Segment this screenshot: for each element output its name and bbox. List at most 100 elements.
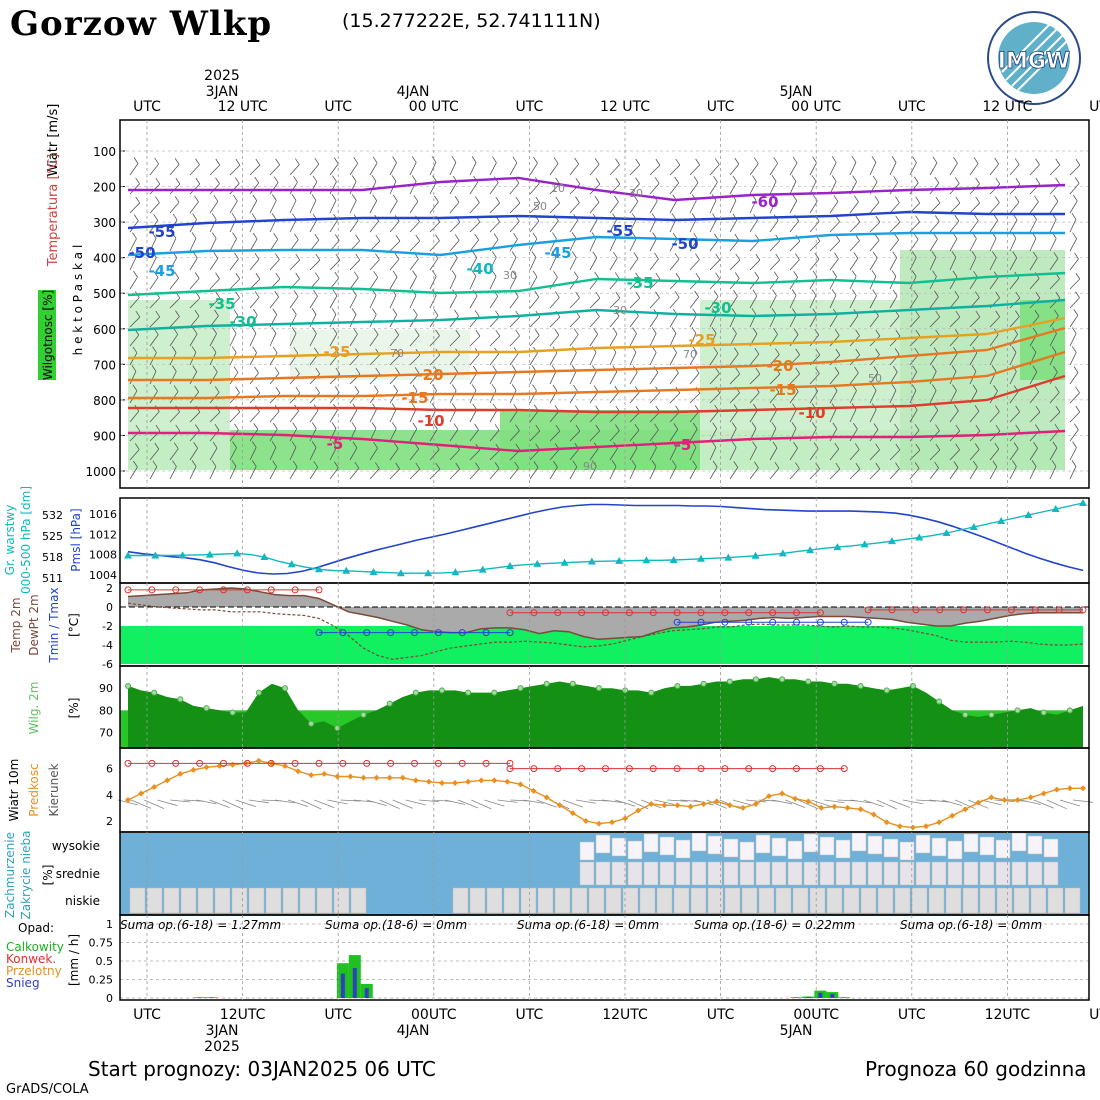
wind-tick-label: 2 bbox=[106, 815, 113, 828]
wind-barb bbox=[909, 384, 917, 404]
geopotential-marker bbox=[1051, 505, 1060, 512]
wind-barb bbox=[489, 384, 497, 404]
wind-barb bbox=[929, 196, 941, 214]
wind-barb bbox=[449, 384, 457, 404]
wind-barb bbox=[209, 460, 217, 480]
wind-barb bbox=[569, 291, 580, 309]
wind-barb bbox=[969, 460, 978, 480]
low-cloud-bar bbox=[809, 887, 826, 914]
wind-barb bbox=[569, 251, 577, 271]
wind-speed-marker bbox=[648, 800, 655, 807]
precip-snow-bar bbox=[818, 992, 823, 998]
tmax-marker bbox=[984, 606, 991, 614]
wind-barb bbox=[449, 156, 457, 176]
wind-barb bbox=[889, 384, 897, 404]
wind-barb bbox=[729, 347, 739, 366]
geopotential-marker bbox=[287, 560, 296, 568]
wind-barb bbox=[249, 327, 257, 347]
wind-barb bbox=[829, 367, 840, 385]
isotherm-label: -25 bbox=[688, 331, 715, 349]
top-tick-label: UTC bbox=[516, 99, 544, 115]
wind-tick-label: 6 bbox=[106, 763, 113, 776]
mid-cloud-bar bbox=[1027, 861, 1043, 886]
wind-speed-marker bbox=[151, 783, 158, 790]
wind-barb bbox=[1009, 213, 1018, 233]
low-cloud-bar bbox=[163, 887, 180, 914]
wind-direction-barb bbox=[876, 799, 897, 810]
geopotential-marker bbox=[915, 533, 924, 541]
tmax-marker bbox=[673, 609, 681, 617]
wind-barb bbox=[549, 196, 561, 214]
wind-gust-marker bbox=[506, 759, 514, 767]
wind-barb bbox=[209, 177, 220, 195]
wind-barb bbox=[689, 176, 699, 195]
wind-barb bbox=[829, 422, 838, 442]
wind-barb bbox=[949, 310, 961, 328]
wind-barb bbox=[289, 460, 298, 480]
mid-cloud-bar bbox=[851, 861, 867, 886]
top-year-label: 2025 bbox=[204, 68, 240, 84]
precip-snow-bar bbox=[197, 997, 202, 998]
wind-speed-marker bbox=[412, 777, 419, 784]
mid-cloud-bar bbox=[611, 861, 627, 886]
wind-speed-marker bbox=[818, 804, 825, 811]
tmax-marker bbox=[625, 609, 633, 617]
humidity-label: Wilg. 2m bbox=[27, 682, 41, 735]
wind-gust-marker bbox=[745, 765, 753, 773]
wind-barb bbox=[289, 213, 297, 233]
wind-barb bbox=[249, 253, 260, 271]
station-coordinates: (15.277222E, 52.741111N) bbox=[342, 10, 601, 32]
wind-barb bbox=[469, 384, 477, 404]
wind-barb bbox=[189, 291, 201, 309]
wind-barb bbox=[689, 194, 697, 214]
humidity-contour-label: 30 bbox=[613, 304, 627, 317]
wind-barb bbox=[769, 253, 781, 271]
tmin-marker bbox=[411, 629, 418, 637]
wind-barb bbox=[529, 365, 537, 385]
wind-speed-marker bbox=[556, 802, 563, 809]
wind-barb bbox=[149, 157, 159, 176]
wind-barb bbox=[669, 423, 679, 442]
wind-gust-marker bbox=[387, 759, 395, 767]
wind-panel: 6 4 2 Wiatr 10m Predkosc Kierunek bbox=[7, 757, 1094, 831]
wind-barb bbox=[789, 308, 797, 328]
high-cloud-bar bbox=[1011, 832, 1027, 852]
high-cloud-bar bbox=[963, 833, 979, 853]
wind-barb bbox=[989, 232, 997, 252]
humidity-contour-label: 50 bbox=[868, 372, 882, 385]
wind-barb bbox=[769, 271, 779, 290]
wind-barb bbox=[829, 175, 837, 195]
wind-barb bbox=[129, 365, 137, 385]
wind-barb bbox=[369, 385, 379, 404]
wind-barb bbox=[709, 422, 718, 442]
wind-gust-marker bbox=[124, 759, 132, 767]
tmax-marker bbox=[530, 609, 538, 617]
wind-barb bbox=[809, 215, 820, 233]
wind-gust-marker bbox=[291, 759, 299, 767]
mid-cloud-bar bbox=[739, 861, 755, 886]
wind-barb bbox=[329, 308, 337, 328]
isotherm-label: -25 bbox=[323, 343, 350, 361]
wind-barb bbox=[629, 424, 640, 442]
wind-barb bbox=[869, 423, 879, 442]
tmin-marker bbox=[339, 629, 347, 637]
wind-barb bbox=[509, 251, 517, 271]
wind-barb bbox=[729, 272, 740, 290]
wind-gust-marker bbox=[816, 765, 824, 773]
wind-barb bbox=[769, 367, 781, 385]
wind-barb bbox=[929, 251, 937, 271]
mid-cloud-bar bbox=[883, 861, 899, 886]
isotherm-label: -15 bbox=[401, 389, 428, 407]
tmin-marker bbox=[793, 618, 800, 626]
wind-direction-barb bbox=[955, 799, 976, 810]
wind-barb bbox=[609, 385, 620, 404]
wind-barb bbox=[849, 270, 857, 290]
top-tick-label: UTC bbox=[1089, 99, 1100, 115]
wind-barb bbox=[249, 213, 257, 233]
low-cloud-bar bbox=[996, 887, 1013, 914]
high-cloud-bar bbox=[579, 841, 595, 861]
mid-cloud-bar bbox=[771, 861, 787, 886]
wind-barb bbox=[229, 366, 239, 385]
wind-barb bbox=[869, 384, 877, 404]
humidity-marker bbox=[648, 689, 655, 696]
